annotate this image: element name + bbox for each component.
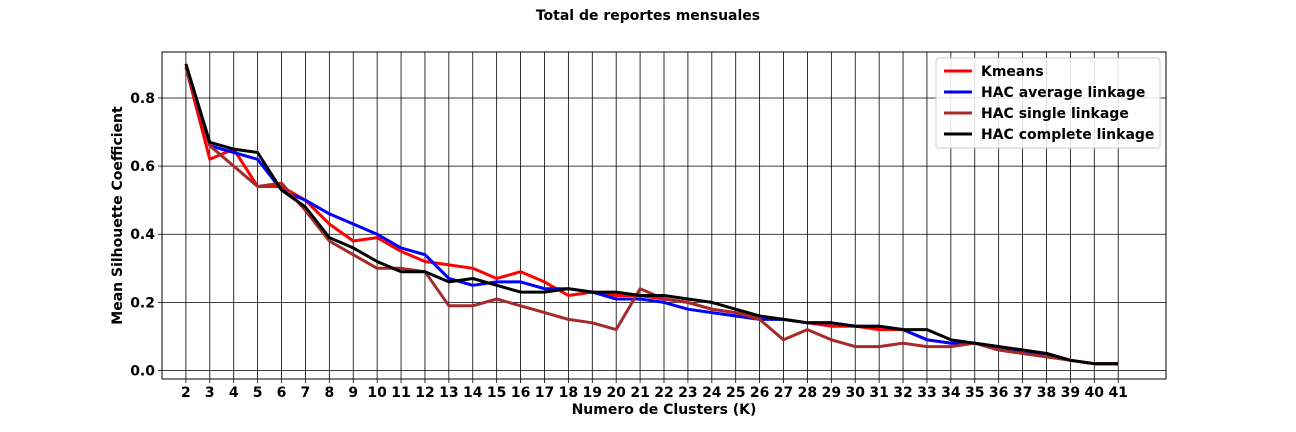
x-axis-label: Numero de Clusters (K) — [572, 402, 757, 418]
x-tick-label: 28 — [798, 385, 817, 401]
x-tick-label: 41 — [1108, 385, 1127, 401]
x-tick-label: 27 — [774, 385, 793, 401]
x-tick-label: 35 — [965, 385, 984, 401]
x-tick-label: 9 — [348, 385, 358, 401]
x-tick-label: 4 — [229, 385, 239, 401]
x-tick-label: 32 — [893, 385, 912, 401]
x-tick-label: 37 — [1013, 385, 1032, 401]
y-tick-label: 0.0 — [130, 363, 155, 379]
y-tick-label: 0.8 — [130, 91, 155, 107]
x-tick-label: 23 — [678, 385, 697, 401]
x-tick-label: 19 — [583, 385, 602, 401]
x-tick-label: 8 — [324, 385, 334, 401]
x-tick-label: 10 — [367, 385, 387, 401]
x-tick-label: 25 — [726, 385, 745, 401]
series-line-1 — [184, 66, 1119, 366]
x-tick-label: 7 — [301, 385, 311, 401]
x-tick-label: 38 — [1037, 385, 1056, 401]
x-tick-label: 15 — [487, 385, 506, 401]
x-tick-label: 24 — [702, 385, 722, 401]
x-tick-label: 6 — [277, 385, 287, 401]
legend-label: HAC single linkage — [981, 106, 1129, 122]
legend-box — [935, 57, 1161, 149]
series-line-3 — [184, 63, 1119, 366]
x-tick-label: 14 — [463, 385, 483, 401]
x-tick-label: 34 — [941, 385, 961, 401]
y-tick-label: 0.2 — [130, 295, 155, 311]
x-tick-label: 31 — [869, 385, 888, 401]
x-tick-label: 20 — [606, 385, 626, 401]
x-tick-label: 40 — [1085, 385, 1105, 401]
x-tick-label: 39 — [1061, 385, 1080, 401]
x-tick-label: 26 — [750, 385, 769, 401]
x-tick-label: 21 — [630, 385, 649, 401]
legend-label: Kmeans — [981, 64, 1044, 80]
y-axis-label: Mean Silhouette Coefficient — [110, 106, 126, 325]
x-tick-label: 22 — [654, 385, 673, 401]
x-tick-label: 17 — [535, 385, 554, 401]
x-tick-label: 16 — [511, 385, 530, 401]
x-tick-label: 3 — [205, 385, 215, 401]
x-tick-label: 18 — [559, 385, 578, 401]
x-tick-label: 2 — [181, 385, 191, 401]
legend-label: HAC complete linkage — [981, 127, 1154, 143]
x-tick-label: 29 — [822, 385, 841, 401]
x-tick-label: 11 — [391, 385, 410, 401]
y-tick-label: 0.4 — [130, 227, 155, 243]
x-tick-label: 5 — [253, 385, 263, 401]
ticks: 2 3 4 5 6 7 8 9 10 11 12 13 14 15 16 17 18 19 20 21 22 23 24 25… — [130, 91, 1128, 401]
y-tick-label: 0.6 — [130, 159, 155, 175]
series-line-2 — [184, 66, 1119, 366]
x-tick-label: 12 — [415, 385, 434, 401]
x-tick-label: 30 — [845, 385, 865, 401]
legend-label: HAC average linkage — [981, 85, 1145, 101]
chart-title: Total de reportes mensuales — [536, 8, 760, 24]
x-tick-label: 13 — [439, 385, 458, 401]
x-tick-label: 33 — [917, 385, 936, 401]
series-lines — [184, 63, 1119, 366]
legend: Kmeans HAC average linkage HAC single link… — [935, 57, 1161, 149]
x-tick-label: 36 — [989, 385, 1008, 401]
